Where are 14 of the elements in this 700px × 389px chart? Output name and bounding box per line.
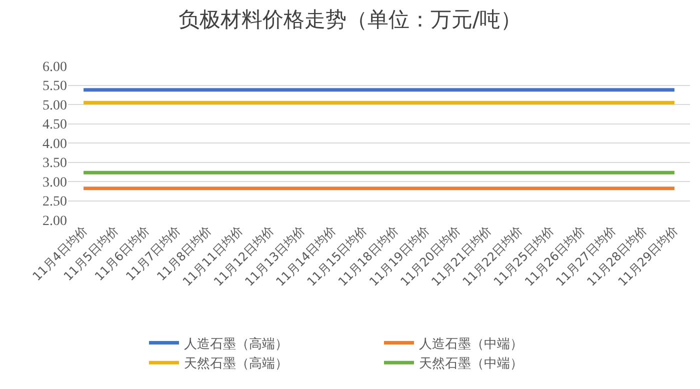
legend-label: 天然石墨（高端） (184, 356, 288, 372)
y-tick-label: 4.50 (42, 118, 67, 133)
y-tick-label: 4.00 (42, 136, 67, 152)
y-tick-label: 5.00 (42, 98, 67, 114)
y-tick-label: 2.00 (42, 214, 67, 229)
chart-title: 负极材料价格走势（单位：万元/吨） (178, 7, 522, 32)
legend-label: 天然石墨（中端） (419, 356, 523, 372)
y-tick-label: 3.50 (42, 156, 67, 172)
y-tick-label: 2.50 (42, 194, 67, 210)
legend-label: 人造石墨（高端） (184, 336, 288, 352)
y-tick-label: 3.00 (42, 175, 67, 190)
y-tick-label: 5.50 (42, 79, 67, 94)
legend-label: 人造石墨（中端） (419, 336, 523, 352)
y-tick-label: 6.00 (42, 60, 67, 75)
